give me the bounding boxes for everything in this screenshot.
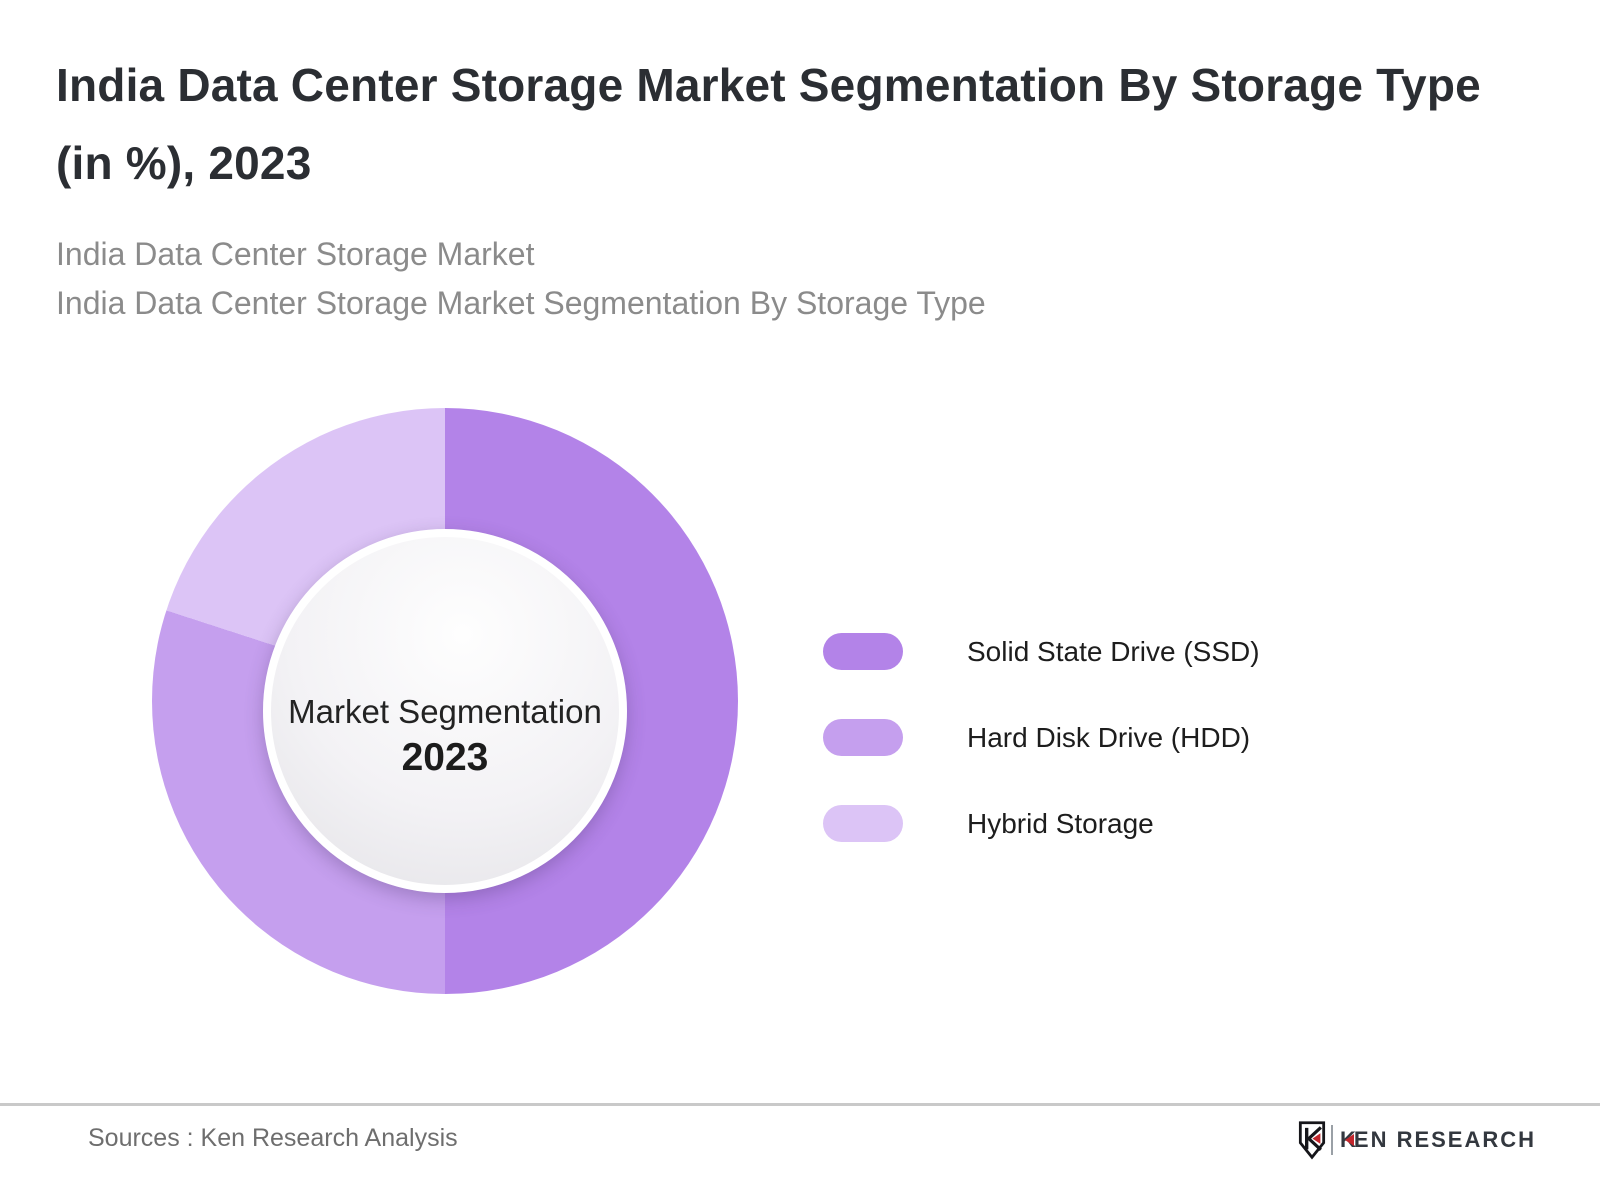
center-year: 2023 <box>401 736 489 779</box>
legend-swatch <box>823 633 903 670</box>
brand-logo: K EN RESEARCH <box>1298 1118 1536 1162</box>
ken-shield-icon <box>1298 1121 1326 1160</box>
brand-wordmark: K EN RESEARCH <box>1340 1127 1536 1153</box>
footer-divider <box>0 1103 1600 1106</box>
brand-divider <box>1331 1125 1333 1155</box>
brand-wordmark-rest: EN RESEARCH <box>1353 1127 1537 1152</box>
donut-center-text: Market Segmentation 2023 <box>288 691 602 783</box>
legend-swatch <box>823 805 903 842</box>
subtitle-line-2: India Data Center Storage Market Segment… <box>56 285 986 321</box>
legend-swatch <box>823 719 903 756</box>
brand-red-triangle-icon <box>1344 1134 1354 1146</box>
legend-label: Hybrid Storage <box>967 807 1154 839</box>
center-label: Market Segmentation <box>288 693 602 730</box>
legend-label: Solid State Drive (SSD) <box>967 635 1260 667</box>
legend-item: Solid State Drive (SSD) <box>823 633 1260 670</box>
page-title: India Data Center Storage Market Segment… <box>56 59 1481 189</box>
legend-item: Hard Disk Drive (HDD) <box>823 719 1260 756</box>
donut-chart: Market Segmentation 2023 <box>152 408 738 994</box>
legend: Solid State Drive (SSD) Hard Disk Drive (… <box>823 633 1260 842</box>
legend-item: Hybrid Storage <box>823 805 1260 842</box>
legend-label: Hard Disk Drive (HDD) <box>967 721 1251 753</box>
chart-subtitle: India Data Center Storage Market India D… <box>56 230 1516 328</box>
subtitle-line-1: India Data Center Storage Market <box>56 236 535 272</box>
donut-center-circle: Market Segmentation 2023 <box>263 529 627 893</box>
sources-text: Sources : Ken Research Analysis <box>88 1124 458 1152</box>
